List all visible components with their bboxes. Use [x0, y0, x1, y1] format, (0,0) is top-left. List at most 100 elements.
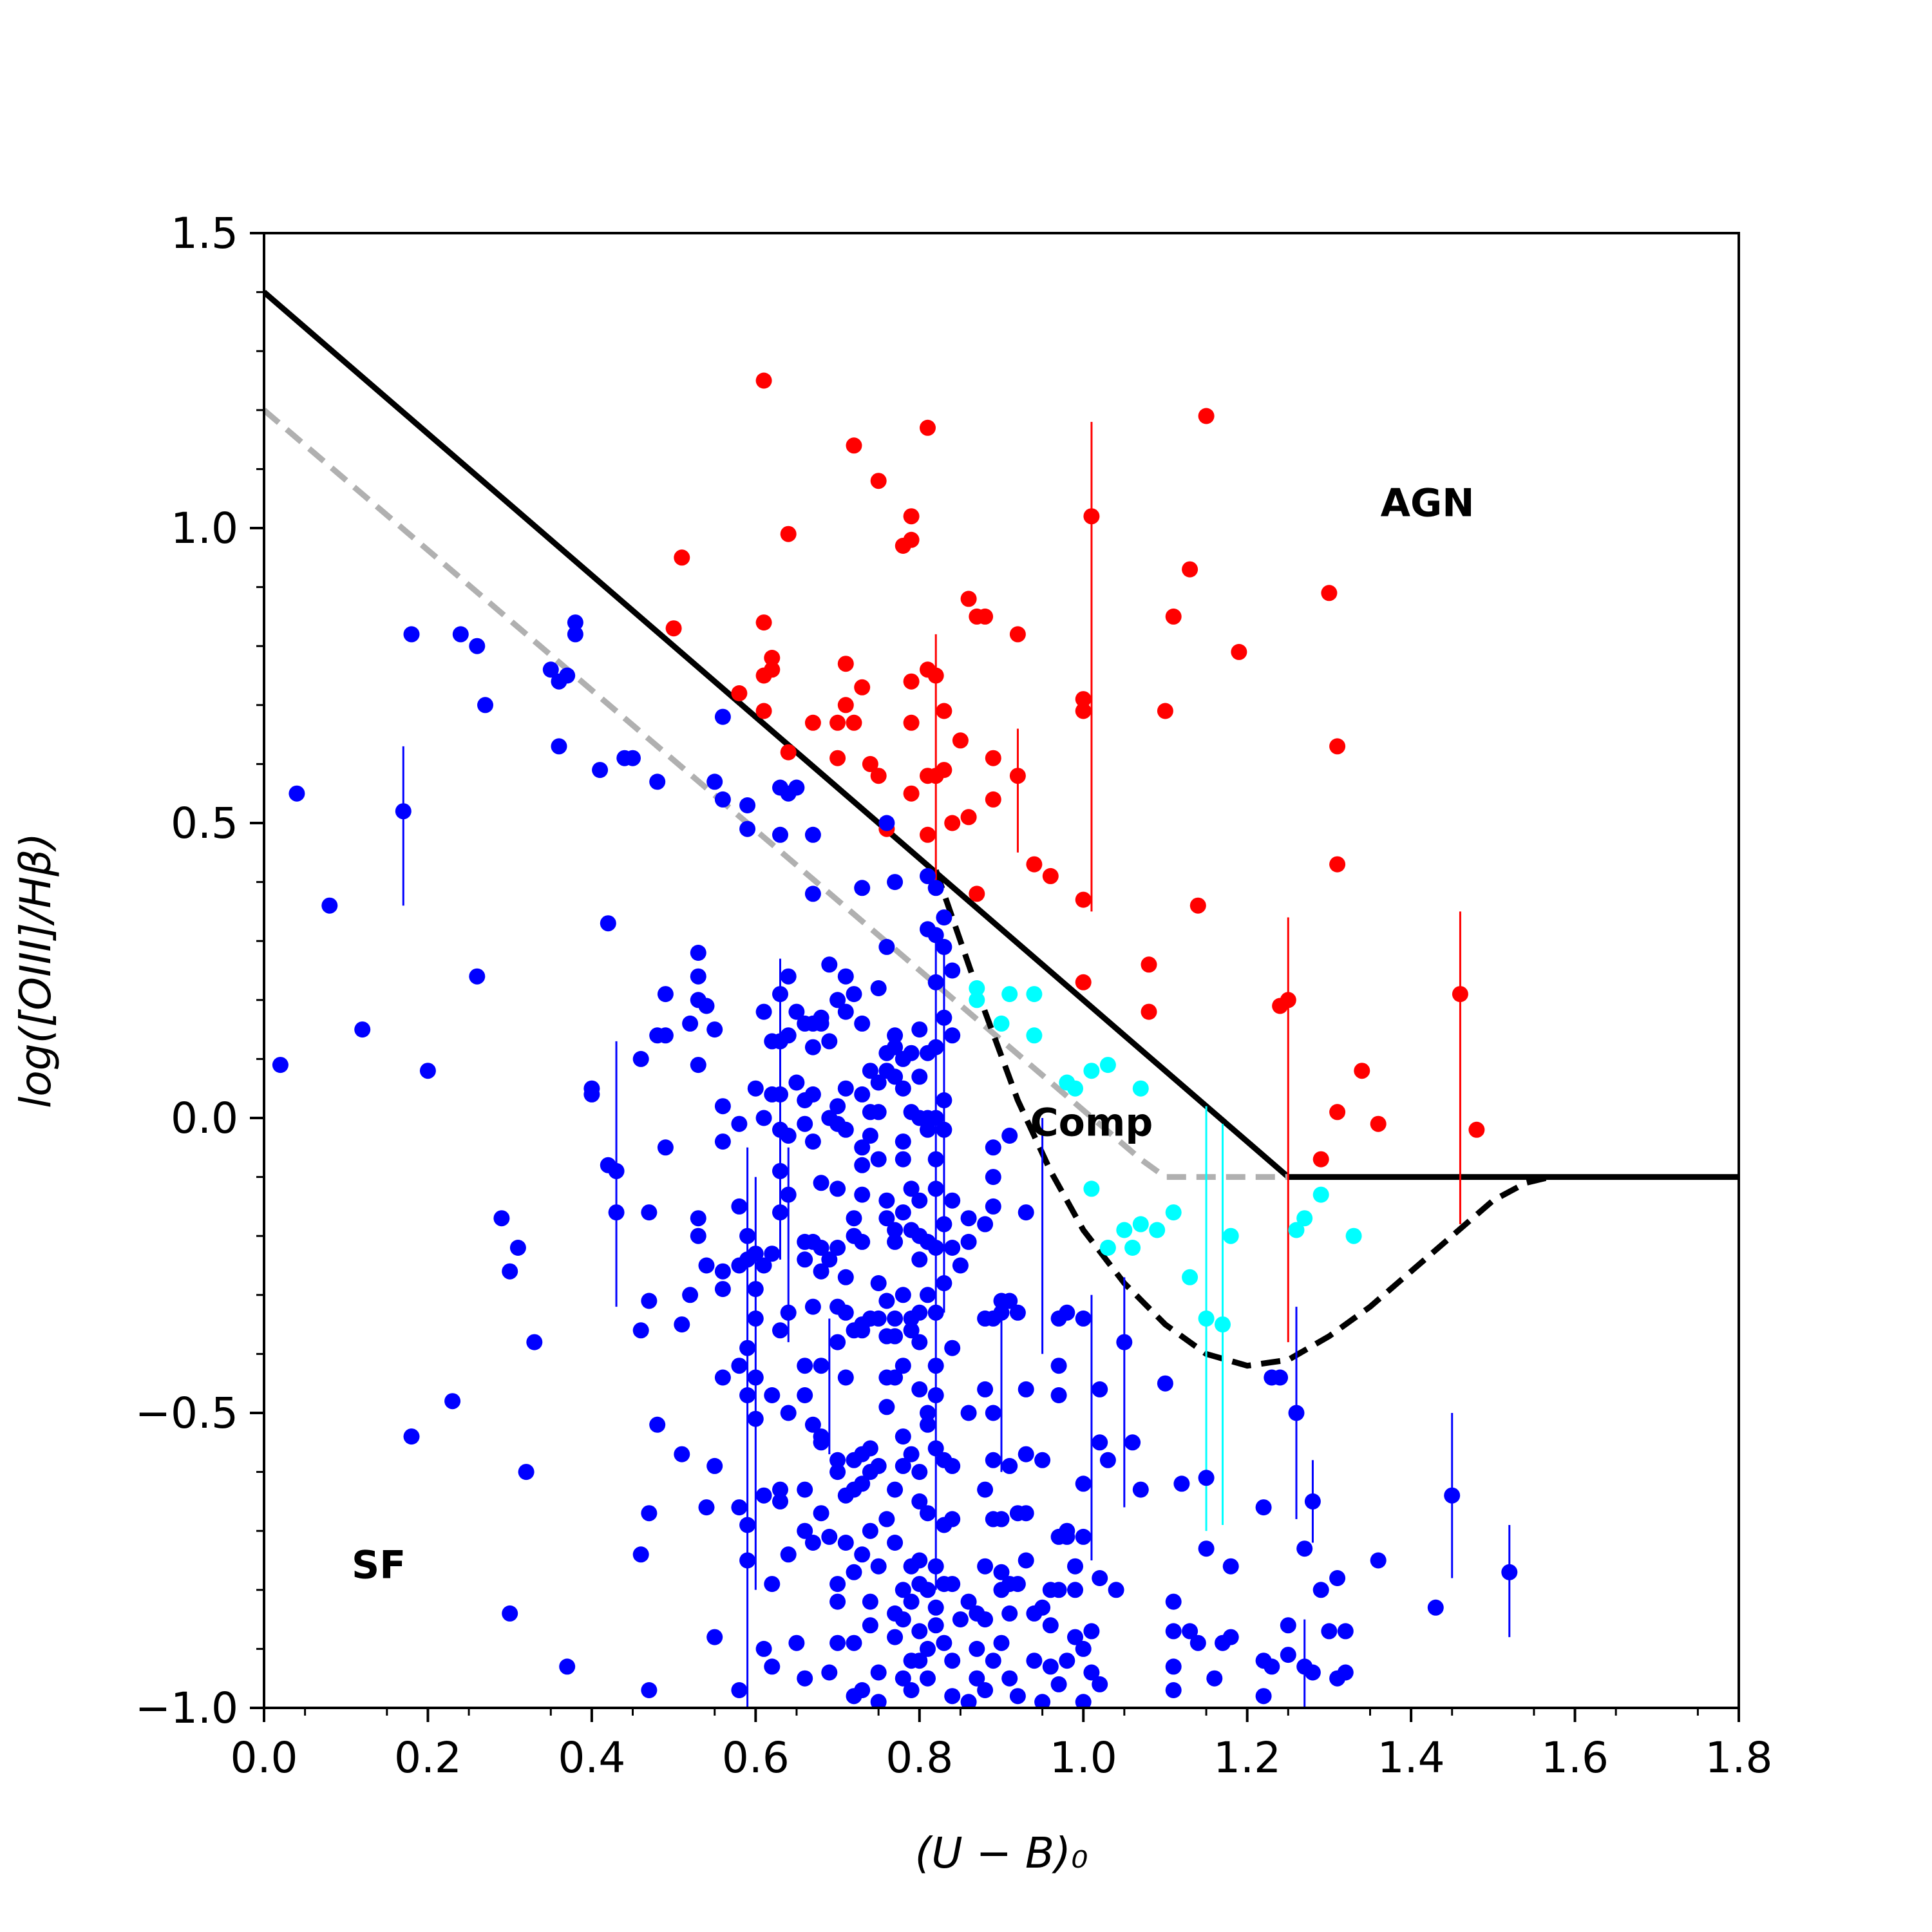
data-point	[1026, 1653, 1043, 1669]
data-point	[731, 1198, 748, 1215]
data-point	[1083, 1623, 1100, 1640]
data-point	[739, 1227, 756, 1244]
data-point	[870, 1694, 887, 1708]
data-point	[854, 1015, 871, 1032]
data-point	[927, 1240, 944, 1256]
data-point	[862, 1440, 878, 1457]
data-point	[837, 968, 854, 985]
data-point	[1099, 1452, 1116, 1468]
data-point	[927, 974, 944, 990]
y-tick-label: 1.5	[171, 209, 238, 258]
data-point	[895, 1428, 911, 1445]
data-point	[903, 1593, 920, 1610]
data-point	[969, 980, 985, 996]
data-point	[1231, 643, 1247, 660]
data-point	[780, 1304, 797, 1321]
data-point	[927, 1180, 944, 1197]
data-point	[977, 1381, 994, 1397]
data-point	[944, 962, 961, 979]
data-point	[870, 1275, 887, 1291]
x-tick-label: 0.8	[886, 1733, 953, 1783]
data-point	[854, 1139, 871, 1156]
data-point	[804, 1535, 821, 1551]
data-point	[821, 1251, 838, 1268]
data-point	[1222, 1227, 1239, 1244]
data-point	[952, 1611, 969, 1628]
data-point	[821, 1664, 838, 1681]
data-point	[1329, 1104, 1346, 1121]
data-point	[755, 1110, 772, 1126]
data-point	[1329, 856, 1346, 873]
data-point	[690, 1210, 706, 1227]
data-point	[1083, 1063, 1100, 1079]
data-point	[920, 1287, 936, 1303]
data-point	[1018, 1446, 1034, 1463]
data-point	[772, 986, 788, 1003]
data-point	[936, 938, 952, 955]
data-point	[747, 1310, 764, 1327]
data-point	[502, 1605, 518, 1622]
data-point	[477, 697, 493, 714]
data-point	[911, 1068, 928, 1085]
data-point	[1296, 1210, 1313, 1227]
x-tick-label: 0.4	[558, 1733, 625, 1783]
data-point	[780, 526, 797, 542]
data-point	[870, 1664, 887, 1681]
data-point	[846, 1634, 862, 1651]
data-point	[878, 815, 895, 831]
data-point	[846, 714, 862, 731]
data-point	[788, 1074, 805, 1091]
data-point	[927, 1558, 944, 1575]
data-point	[804, 826, 821, 843]
data-point	[837, 1269, 854, 1285]
data-point	[797, 1481, 813, 1498]
data-point	[936, 1275, 952, 1291]
data-point	[641, 1505, 658, 1522]
data-point	[419, 1063, 436, 1079]
data-point	[920, 867, 936, 884]
data-point	[632, 1546, 649, 1563]
data-point	[1009, 1576, 1026, 1593]
data-point	[920, 1121, 936, 1138]
data-point	[969, 1640, 985, 1657]
data-point	[870, 768, 887, 784]
data-point	[911, 1334, 928, 1350]
data-point	[559, 1658, 576, 1675]
data-point	[1345, 1227, 1362, 1244]
data-point	[804, 1086, 821, 1103]
y-axis-label: log([OIII]/Hβ)	[11, 833, 61, 1108]
plot-frame	[263, 232, 1740, 1709]
data-point	[895, 1611, 911, 1628]
data-point	[969, 992, 985, 1009]
data-point	[862, 755, 878, 772]
data-point	[1042, 867, 1059, 884]
data-point	[526, 1334, 543, 1350]
data-point	[1296, 1540, 1313, 1557]
data-point	[682, 1015, 699, 1032]
data-point	[862, 1617, 878, 1634]
data-point	[985, 1139, 1001, 1156]
data-point	[837, 1003, 854, 1020]
data-point	[936, 1121, 952, 1138]
data-point	[403, 1428, 420, 1445]
data-point	[837, 697, 854, 714]
data-point	[272, 1057, 289, 1074]
data-point	[1304, 1664, 1321, 1681]
data-point	[911, 1493, 928, 1510]
data-point	[755, 1003, 772, 1020]
data-point	[895, 1204, 911, 1221]
data-point	[714, 1369, 731, 1386]
data-point	[829, 1334, 846, 1350]
data-point	[804, 714, 821, 731]
data-point	[944, 1027, 961, 1044]
data-point	[977, 1216, 994, 1233]
data-point	[1132, 1080, 1149, 1097]
data-point	[1337, 1664, 1354, 1681]
data-point	[927, 880, 944, 896]
data-point	[903, 1180, 920, 1197]
x-tick-label: 1.4	[1378, 1733, 1445, 1783]
data-point	[985, 1198, 1001, 1215]
data-point	[911, 1381, 928, 1397]
data-point	[764, 1245, 781, 1262]
